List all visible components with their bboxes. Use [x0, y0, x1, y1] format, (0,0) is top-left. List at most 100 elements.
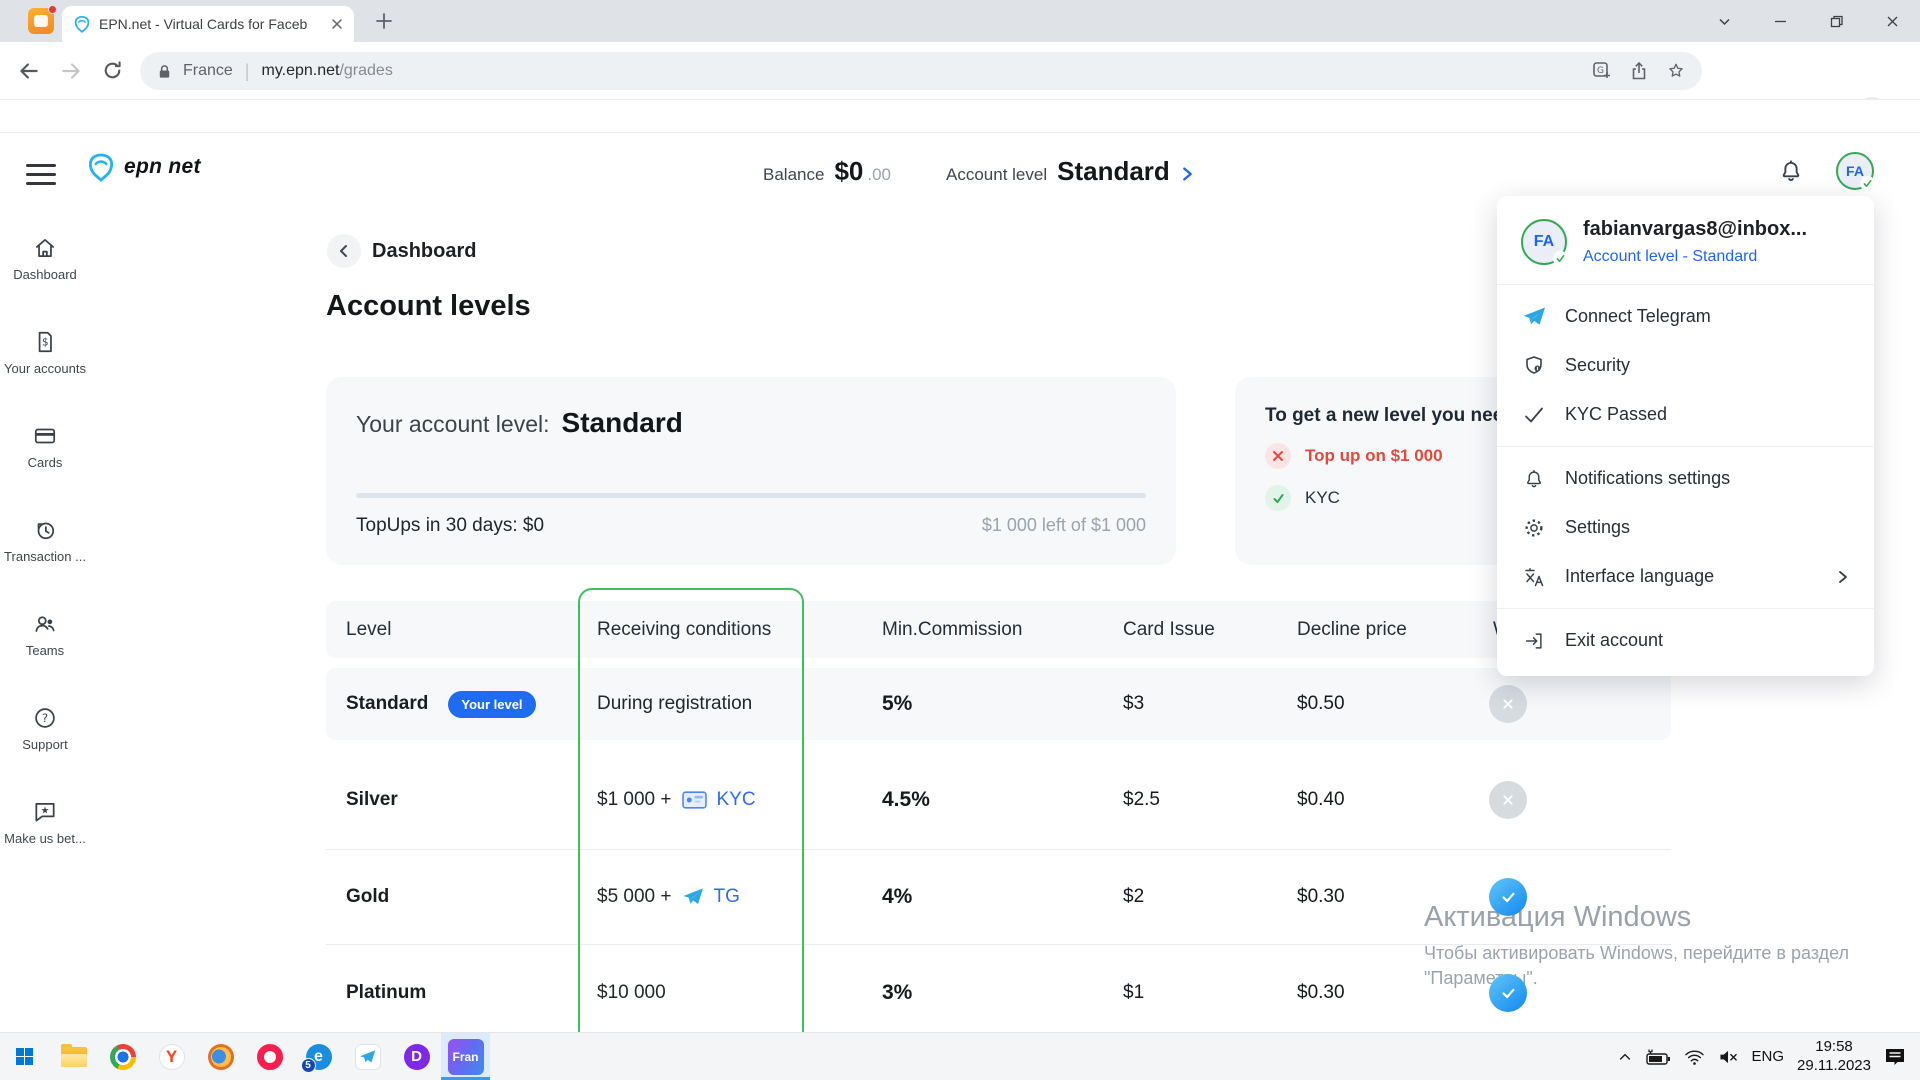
menu-item-exit-account[interactable]: Exit account	[1497, 616, 1874, 665]
hamburger-menu-icon[interactable]	[26, 164, 56, 185]
kyc-link[interactable]: KYC	[717, 789, 756, 811]
header-divider	[0, 132, 1920, 133]
status-x-icon	[1489, 685, 1527, 723]
level-name: Platinum	[346, 982, 426, 1004]
sidebar-item-teams[interactable]: Teams	[0, 611, 90, 658]
epn-logo[interactable]: epn net	[86, 152, 201, 182]
keyboard-language[interactable]: ENG	[1752, 1048, 1785, 1065]
tray-chevron-icon[interactable]	[1617, 1050, 1633, 1064]
chevron-right-icon	[1180, 165, 1195, 183]
tg-link[interactable]: TG	[714, 886, 740, 908]
balance-display[interactable]: Balance $0 .00	[763, 156, 891, 187]
topups-remaining: $1 000 left of $1 000	[982, 515, 1146, 536]
table-row-platinum: Platinum $10 000 3% $1 $0.30	[326, 945, 1671, 1032]
bookmark-star-icon[interactable]	[1666, 61, 1686, 81]
user-avatar[interactable]: FA	[1836, 152, 1874, 190]
row-decline: $0.30	[1297, 945, 1345, 1032]
browser-tab-strip: EPN.net - Virtual Cards for Faceb	[0, 0, 1920, 42]
level-name: Standard	[346, 693, 428, 715]
firefox-icon	[208, 1044, 234, 1070]
taskbar-firefox[interactable]	[196, 1033, 245, 1080]
browser-tab[interactable]: EPN.net - Virtual Cards for Faceb	[62, 6, 354, 42]
telegram-icon	[682, 887, 704, 907]
notification-dot	[48, 5, 57, 14]
back-icon[interactable]	[16, 58, 42, 84]
window-controls	[1696, 0, 1920, 42]
wifi-icon[interactable]	[1684, 1048, 1705, 1066]
taskbar-mail[interactable]: e5	[294, 1033, 343, 1080]
volume-muted-icon[interactable]	[1718, 1048, 1739, 1066]
account-dropdown-header: FA fabianvargas8@inbox... Account level …	[1497, 196, 1874, 285]
tab-search-icon[interactable]	[1696, 0, 1752, 42]
balance-label: Balance	[763, 165, 824, 185]
sidebar-item-cards[interactable]: Cards	[0, 423, 90, 470]
minimize-button[interactable]	[1752, 0, 1808, 42]
account-level-label: Account level	[946, 165, 1047, 185]
row-decline: $0.50	[1297, 668, 1345, 740]
sidebar-item-dashboard[interactable]: Dashboard	[0, 235, 90, 282]
epn-logo-text: epn net	[124, 155, 201, 179]
taskbar-d-app[interactable]: D	[392, 1033, 441, 1080]
tab-close-icon[interactable]	[331, 18, 343, 30]
verified-badge-icon	[1860, 176, 1875, 191]
pinned-app-icon[interactable]	[28, 8, 54, 34]
balance-dollars: $0	[834, 156, 863, 187]
support-icon: ?	[32, 705, 58, 731]
menu-item-interface-language[interactable]: Interface language	[1497, 552, 1874, 601]
account-dropdown-menu: FA fabianvargas8@inbox... Account level …	[1497, 196, 1874, 676]
breadcrumb[interactable]: Dashboard	[372, 240, 476, 263]
level-card-value: Standard	[562, 407, 683, 439]
avatar-initials: FA	[1534, 233, 1554, 251]
language-icon	[1521, 566, 1547, 588]
back-button[interactable]	[327, 234, 361, 268]
menu-item-notifications-settings[interactable]: Notifications settings	[1497, 454, 1874, 503]
verified-badge-icon	[1553, 251, 1568, 266]
sidebar-item-feedback[interactable]: ★ Make us bet...	[0, 799, 90, 846]
sidebar-item-transactions[interactable]: Transaction ...	[0, 517, 90, 564]
logout-icon	[1521, 630, 1547, 652]
cards-icon	[32, 423, 58, 449]
level-name: Gold	[346, 886, 389, 908]
menu-item-kyc-passed[interactable]: KYC Passed	[1497, 390, 1874, 439]
balance-cents: .00	[867, 165, 891, 185]
menu-item-settings[interactable]: Settings	[1497, 503, 1874, 552]
avatar-initials: FA	[1846, 163, 1864, 179]
menu-item-connect-telegram[interactable]: Connect Telegram	[1497, 292, 1874, 341]
taskbar-active-window[interactable]: Fran	[441, 1033, 490, 1080]
address-bar[interactable]: France | my.epn.net/grades G	[140, 52, 1702, 90]
yandex-icon: Y	[159, 1044, 185, 1070]
battery-icon[interactable]	[1646, 1047, 1671, 1067]
taskbar-opera[interactable]	[245, 1033, 294, 1080]
telegram-icon	[355, 1044, 381, 1070]
sidebar-item-support[interactable]: ? Support	[0, 705, 90, 752]
action-center-icon[interactable]	[1884, 1047, 1906, 1067]
taskbar-file-explorer[interactable]	[49, 1033, 98, 1080]
close-button[interactable]	[1864, 0, 1920, 42]
taskbar-yandex[interactable]: Y	[147, 1033, 196, 1080]
share-icon[interactable]	[1629, 61, 1649, 81]
taskbar-clock[interactable]: 19:5829.11.2023	[1797, 1038, 1871, 1076]
translate-icon[interactable]: G	[1592, 61, 1612, 81]
start-button[interactable]	[0, 1033, 49, 1080]
forward-icon[interactable]	[58, 58, 84, 84]
notifications-bell-icon[interactable]	[1778, 158, 1804, 184]
menu-item-security[interactable]: Security	[1497, 341, 1874, 390]
svg-text:G: G	[1597, 66, 1604, 76]
row-commission: 3%	[882, 945, 912, 1032]
feedback-icon: ★	[32, 799, 58, 825]
taskbar-chrome[interactable]	[98, 1033, 147, 1080]
svg-text:$: $	[42, 336, 49, 348]
mail-icon: e5	[306, 1044, 332, 1070]
url-region: France	[183, 62, 233, 80]
sidebar-item-your-accounts[interactable]: $ Your accounts	[0, 329, 90, 376]
account-level-link[interactable]: Account level - Standard	[1583, 248, 1807, 266]
table-row-standard: StandardYour level During registration 5…	[326, 668, 1671, 740]
reload-icon[interactable]	[100, 58, 125, 83]
row-decline: $0.30	[1297, 850, 1345, 944]
restore-button[interactable]	[1808, 0, 1864, 42]
history-icon	[32, 517, 58, 543]
taskbar-telegram[interactable]	[343, 1033, 392, 1080]
new-tab-button[interactable]	[374, 11, 394, 31]
d-app-icon: D	[404, 1044, 430, 1070]
account-level-header[interactable]: Account level Standard	[946, 156, 1195, 187]
